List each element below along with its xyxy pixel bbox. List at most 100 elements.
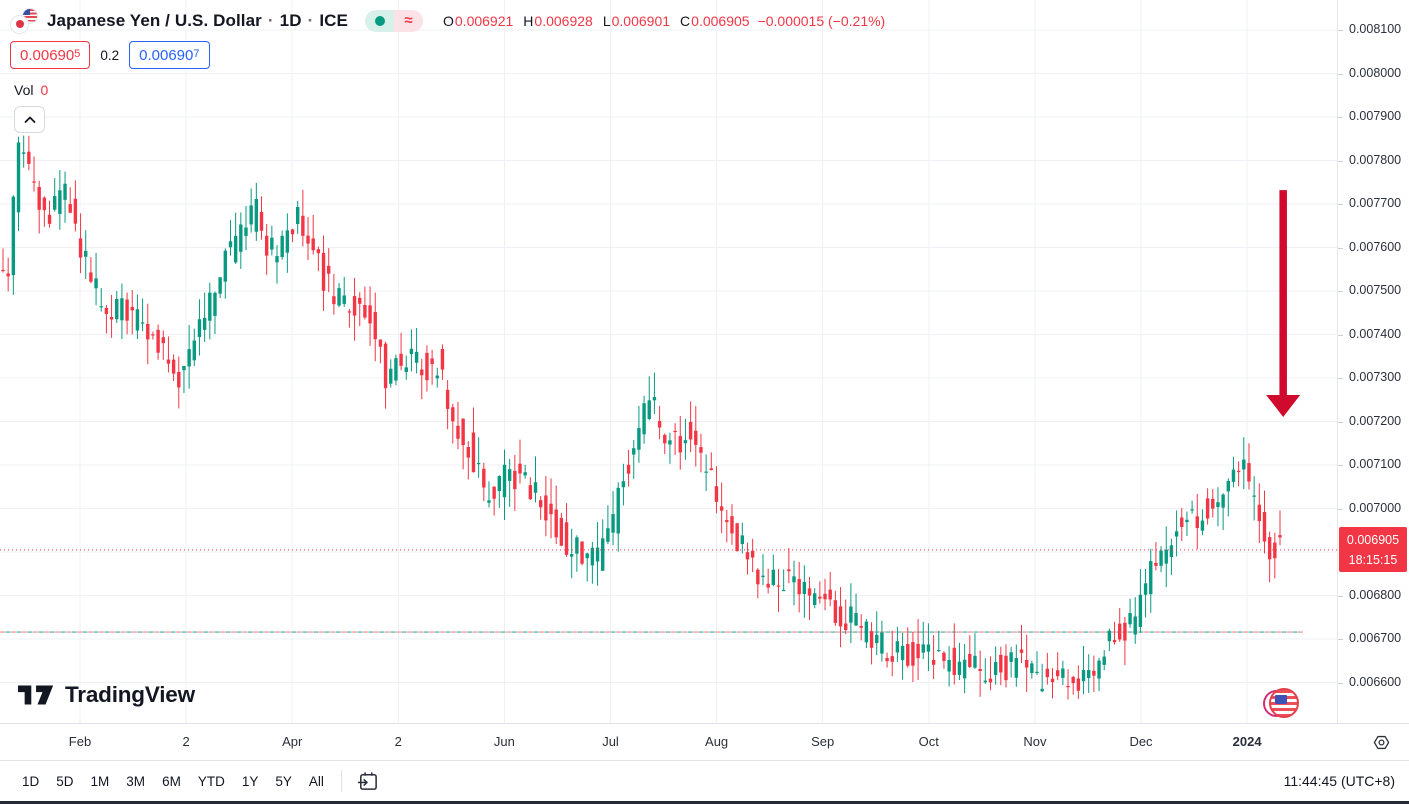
tradingview-logo-icon — [18, 685, 54, 705]
price-axis-tick — [1338, 30, 1343, 31]
sell-price-button[interactable]: 0.00690 5 — [10, 41, 91, 69]
range-1y-button[interactable]: 1Y — [234, 769, 267, 794]
time-axis-label: Sep — [811, 734, 835, 749]
price-axis-tick — [1338, 160, 1343, 162]
date-range-switcher: 1D 5D 1M 3M 6M YTD 1Y 5Y All — [14, 769, 333, 794]
japan-flag-icon — [10, 14, 29, 34]
delayed-data-icon: ≈ — [394, 9, 423, 32]
go-to-date-icon — [357, 771, 377, 790]
go-to-date-button[interactable] — [354, 768, 381, 795]
spread-value: 0.2 — [100, 47, 120, 63]
price-axis-tick — [1338, 334, 1343, 336]
tradingview-logo-text: TradingView — [65, 682, 195, 707]
time-axis-label: Jun — [493, 734, 515, 749]
price-axis-label: 0.006700 — [1349, 631, 1402, 645]
range-1m-button[interactable]: 1M — [83, 769, 118, 794]
exchange-label: ICE — [319, 10, 348, 30]
ohlc-legend: O 0.006921 H 0.006928 L 0.006901 C 0.006905 … — [443, 13, 885, 29]
price-axis-label: 0.008100 — [1349, 22, 1402, 36]
price-axis-label: 0.006600 — [1349, 674, 1402, 689]
volume-legend: Vol 0 — [14, 82, 48, 98]
clock-timezone[interactable]: 11:44:45 (UTC+8) — [1283, 773, 1395, 789]
price-axis[interactable]: 0.006905 18:15:15 0.008100 0.008000 0.0079… — [1337, 0, 1409, 723]
price-axis-label: 0.007500 — [1349, 283, 1402, 297]
dot-separator: · — [267, 10, 274, 30]
time-axis-label: Feb — [68, 734, 92, 749]
high-label: H — [523, 12, 534, 29]
current-price-value: 0.006905 — [1346, 532, 1400, 547]
candles — [1, 135, 1282, 700]
price-axis-tick — [1338, 595, 1343, 597]
time-axis-label: Oct — [918, 734, 939, 749]
chevron-up-icon — [24, 116, 35, 123]
price-axis-label: 0.007000 — [1349, 500, 1402, 515]
time-axis-label: Jul — [602, 734, 619, 749]
time-axis-label: 2 — [394, 734, 402, 749]
price-axis-tick — [1338, 508, 1343, 510]
low-label: L — [602, 12, 611, 29]
buy-price-button[interactable]: 0.00690 7 — [129, 41, 210, 69]
down-arrow-annotation[interactable] — [1266, 190, 1301, 417]
time-axis-label: 2024 — [1232, 734, 1262, 749]
us-flag-roundel-icon — [1263, 688, 1301, 720]
price-axis-label: 0.007200 — [1349, 413, 1402, 428]
price-axis-tick — [1338, 247, 1343, 249]
gear-icon — [1373, 735, 1390, 750]
close-label: C — [680, 12, 691, 29]
range-1d-button[interactable]: 1D — [14, 769, 47, 794]
price-axis-tick — [1338, 465, 1343, 466]
bar-countdown: 18:15:15 — [1348, 552, 1398, 567]
change-value: −0.000015 (−0.21%) — [757, 12, 886, 29]
price-axis-tick — [1338, 73, 1343, 75]
volume-label: Vol — [14, 82, 34, 98]
price-axis-tick — [1338, 204, 1343, 205]
price-axis-label: 0.007900 — [1349, 109, 1402, 123]
timeframe-label: 1D — [279, 10, 302, 30]
buy-sell-panel: 0.00690 5 0.2 0.00690 7 — [10, 41, 210, 69]
low-value: 0.006901 — [611, 12, 671, 29]
high-value: 0.006928 — [534, 12, 593, 29]
jpy-usd-flag-icon — [10, 7, 38, 34]
price-axis-tick — [1338, 421, 1343, 423]
price-axis-label: 0.006800 — [1349, 587, 1402, 602]
range-ytd-button[interactable]: YTD — [190, 769, 233, 794]
price-axis-label: 0.007100 — [1349, 457, 1402, 471]
range-6m-button[interactable]: 6M — [154, 769, 189, 794]
price-axis-label: 0.007400 — [1349, 326, 1402, 341]
market-open-indicator — [365, 9, 394, 32]
time-axis-label: Apr — [282, 734, 303, 749]
price-chart-canvas[interactable] — [0, 0, 1337, 723]
price-axis-label: 0.007700 — [1349, 196, 1402, 210]
time-axis-label: Nov — [1023, 734, 1047, 749]
tradingview-logo[interactable]: TradingView — [18, 682, 195, 708]
status-dot-icon — [374, 15, 385, 26]
open-value: 0.006921 — [454, 12, 514, 29]
collapse-pane-button[interactable] — [14, 106, 45, 133]
range-all-button[interactable]: All — [301, 769, 332, 794]
range-5y-button[interactable]: 5Y — [267, 769, 300, 794]
open-label: O — [443, 12, 454, 29]
price-axis-tick — [1338, 117, 1343, 118]
close-value: 0.006905 — [691, 12, 750, 29]
price-axis-label: 0.008000 — [1349, 65, 1402, 80]
market-status-pill: ≈ — [365, 9, 423, 32]
symbol-title[interactable]: Japanese Yen / U.S. Dollar · 1D · ICE — [47, 10, 348, 30]
current-price-label: 0.006905 18:15:15 — [1339, 527, 1407, 573]
price-axis-tick — [1338, 682, 1343, 684]
range-3m-button[interactable]: 3M — [118, 769, 153, 794]
dot-separator: · — [307, 10, 314, 30]
price-axis-label: 0.007800 — [1349, 152, 1402, 167]
price-axis-tick — [1338, 378, 1343, 379]
time-axis-label: 2 — [182, 734, 190, 749]
grid-lines — [0, 0, 1337, 723]
time-axis[interactable]: Feb 2 Apr 2 Jun Jul Aug Sep Oct Nov Dec 2024 — [0, 723, 1409, 760]
price-axis-label: 0.007300 — [1349, 370, 1402, 384]
time-axis-label: Dec — [1129, 734, 1153, 749]
scale-settings-button[interactable] — [1368, 729, 1395, 756]
window-bottom-edge — [0, 801, 1409, 804]
price-axis-label: 0.007600 — [1349, 239, 1402, 254]
volume-value: 0 — [40, 82, 49, 98]
bottom-toolbar: 1D 5D 1M 3M 6M YTD 1Y 5Y All 11:44:45 (UTC+8) — [0, 760, 1409, 801]
range-5d-button[interactable]: 5D — [48, 769, 81, 794]
toolbar-divider — [340, 770, 342, 792]
